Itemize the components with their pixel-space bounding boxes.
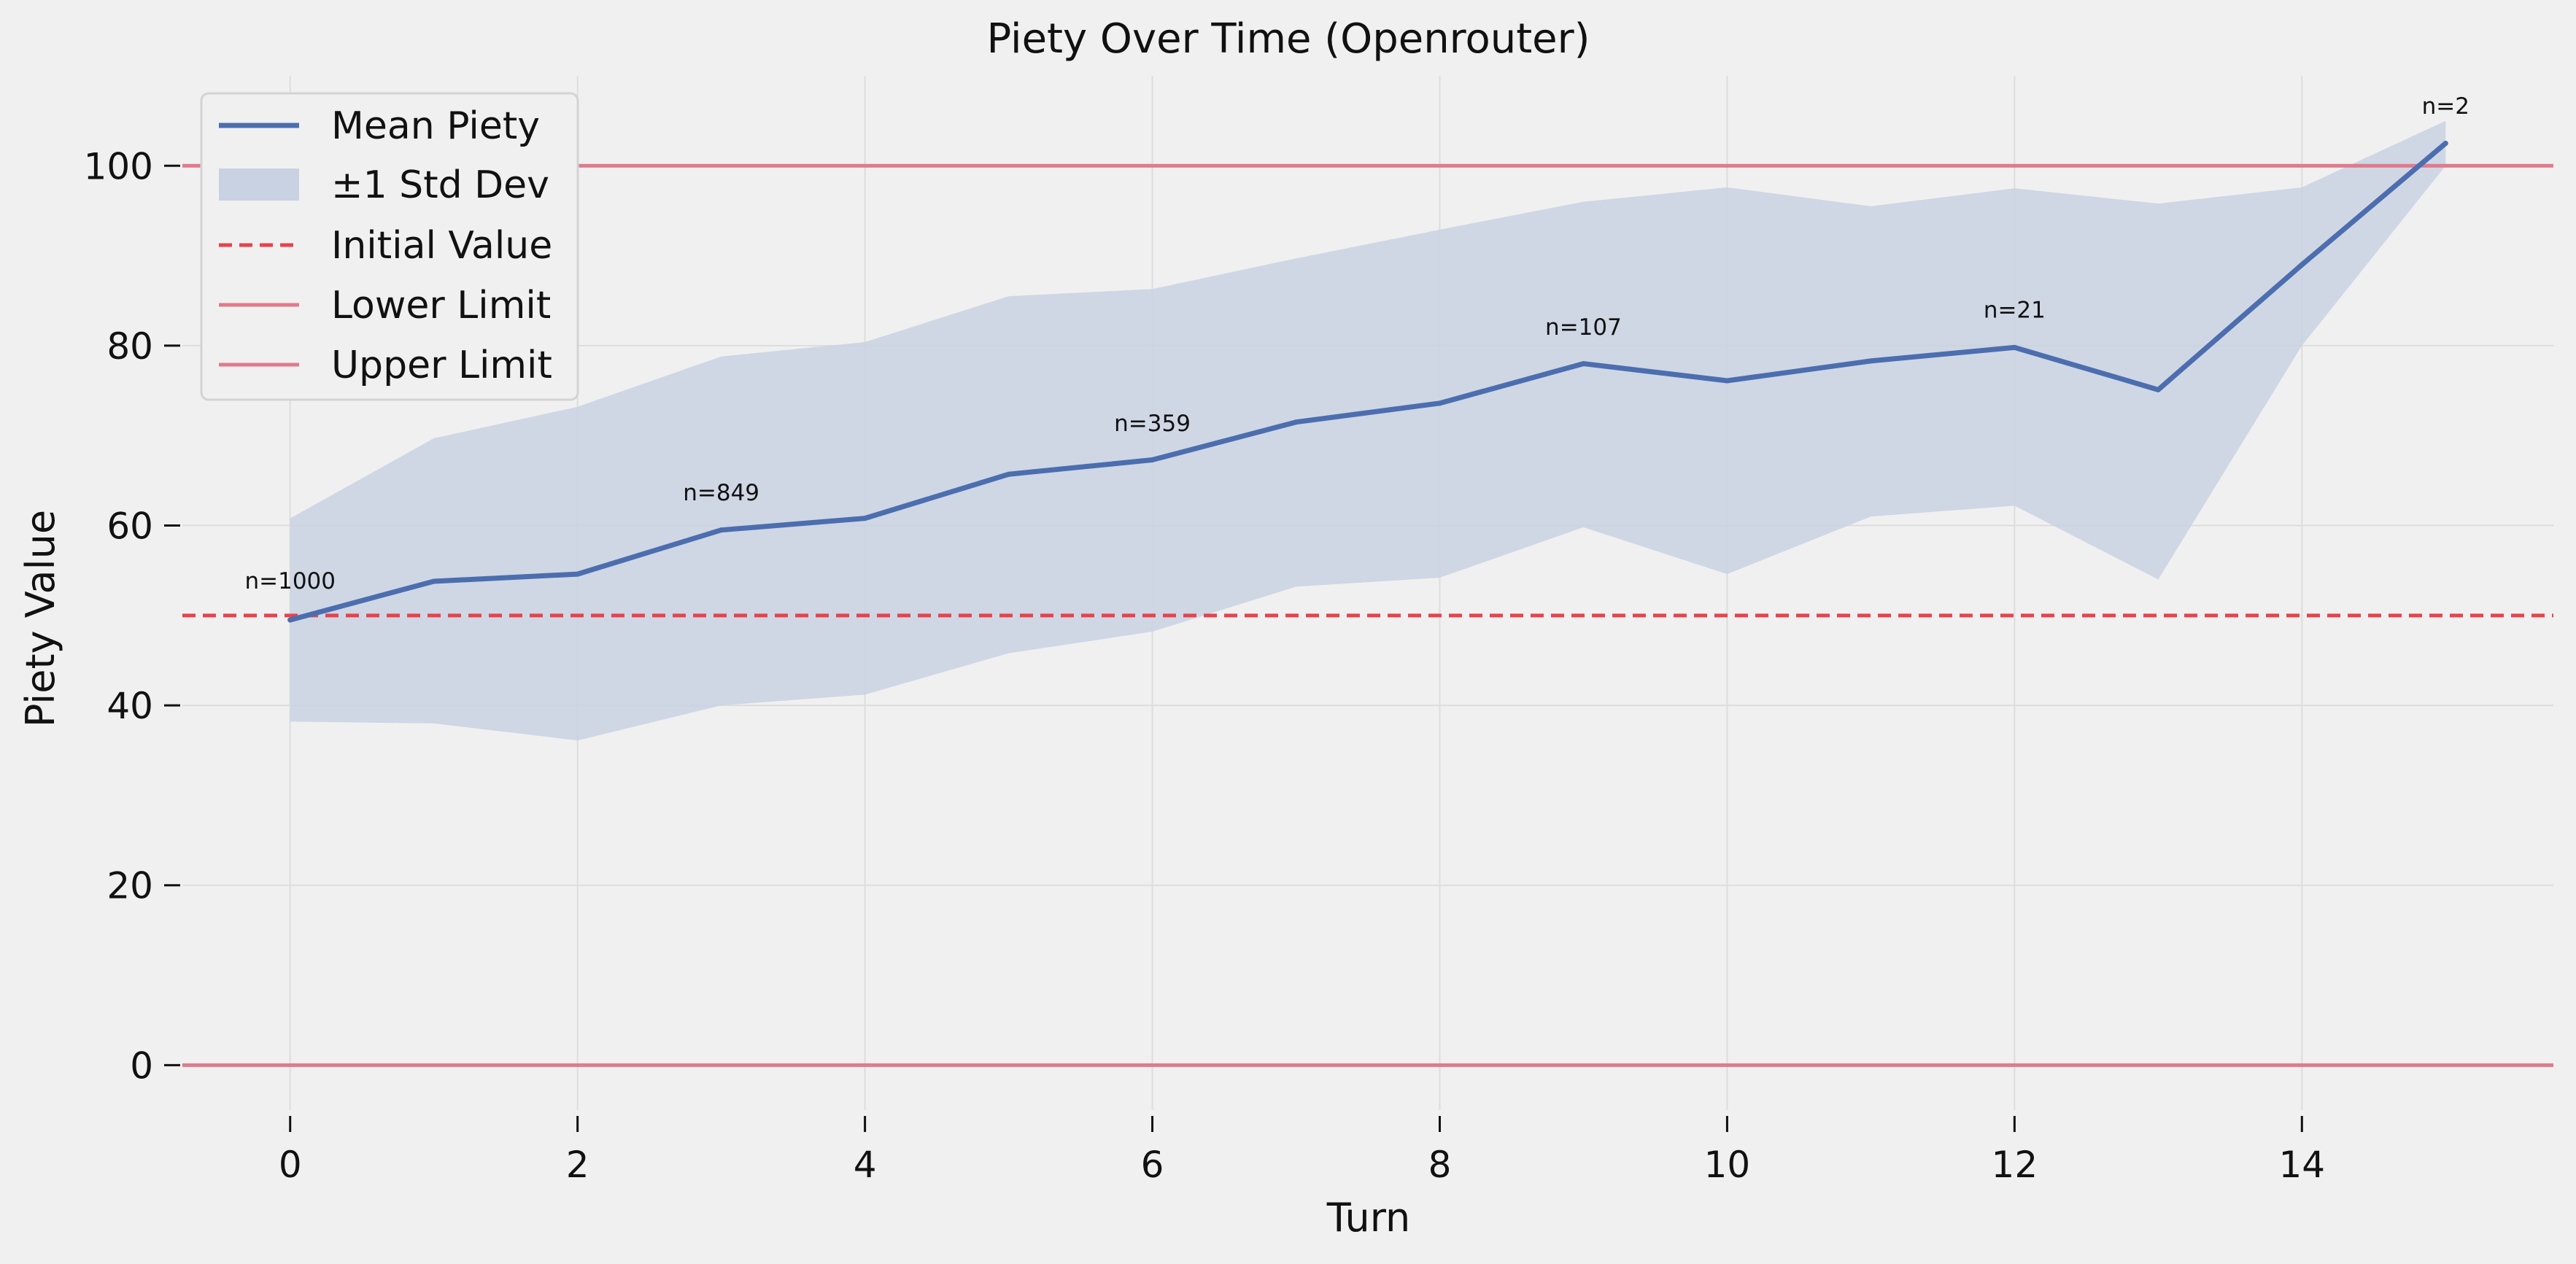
mean-piety-point bbox=[431, 578, 437, 584]
mean-piety-point bbox=[1724, 378, 1730, 384]
sample-size-label: n=2 bbox=[2422, 93, 2469, 120]
mean-piety-point bbox=[862, 516, 868, 522]
mean-piety-line bbox=[287, 140, 2448, 623]
x-tick-label: 2 bbox=[566, 1144, 589, 1186]
mean-piety-point bbox=[2442, 140, 2448, 146]
y-tick-label: 80 bbox=[107, 325, 153, 368]
y-tick-label: 0 bbox=[130, 1044, 153, 1087]
x-tick-label: 12 bbox=[1992, 1144, 2038, 1186]
legend-swatch-std-dev bbox=[219, 168, 299, 201]
sample-size-label: n=21 bbox=[1984, 298, 2046, 324]
y-tick-label: 60 bbox=[107, 505, 153, 548]
std-band bbox=[290, 120, 2446, 741]
sample-size-label: n=359 bbox=[1114, 411, 1191, 437]
x-tick-label: 0 bbox=[279, 1144, 302, 1186]
x-tick-label: 14 bbox=[2278, 1144, 2325, 1186]
mean-piety-point bbox=[1293, 419, 1299, 425]
x-axis-label: Turn bbox=[1326, 1195, 1411, 1241]
mean-piety-point bbox=[719, 527, 724, 533]
legend-label-std-dev: ±1 Std Dev bbox=[331, 163, 549, 207]
legend-label-initial-value: Initial Value bbox=[331, 224, 552, 268]
x-tick-label: 6 bbox=[1141, 1144, 1164, 1186]
mean-piety-point bbox=[1580, 361, 1586, 367]
sample-size-label: n=107 bbox=[1545, 314, 1622, 341]
legend-label-mean-piety: Mean Piety bbox=[331, 104, 540, 148]
series-layer bbox=[287, 140, 2448, 623]
legend-label-upper-limit: Upper Limit bbox=[331, 344, 552, 387]
mean-piety-point bbox=[287, 617, 293, 623]
sample-size-label: n=1000 bbox=[244, 568, 336, 594]
y-tick-label: 40 bbox=[107, 685, 153, 727]
mean-piety-point bbox=[1150, 457, 1156, 463]
legend: Mean Piety ±1 Std Dev Initial Value Lower L… bbox=[200, 92, 579, 401]
mean-piety-point bbox=[2155, 387, 2161, 392]
mean-piety-point bbox=[575, 571, 581, 577]
x-tick-label: 10 bbox=[1704, 1144, 1751, 1186]
x-tick-label: 8 bbox=[1428, 1144, 1452, 1186]
mean-piety-point bbox=[1868, 358, 1873, 364]
y-tick-label: 100 bbox=[84, 145, 153, 187]
y-tick-label: 20 bbox=[107, 865, 153, 907]
y-axis-label: Piety Value bbox=[18, 510, 63, 727]
mean-piety-point bbox=[1436, 400, 1442, 406]
x-tick-label: 4 bbox=[854, 1144, 877, 1186]
mean-piety-point bbox=[2299, 262, 2305, 268]
mean-piety-point bbox=[1006, 471, 1012, 477]
x-axis-ticks: 0 2 4 6 8 10 12 14 bbox=[279, 1116, 2325, 1186]
y-axis-ticks: 0 20 40 60 80 100 bbox=[84, 145, 180, 1087]
sample-size-label: n=849 bbox=[683, 480, 759, 506]
mean-piety-point bbox=[2011, 344, 2017, 350]
legend-label-lower-limit: Lower Limit bbox=[331, 284, 551, 327]
std-band-layer bbox=[290, 120, 2446, 741]
annotations: n=1000 n=849 n=359 n=107 n=21 n=2 bbox=[244, 93, 2469, 594]
chart-title: Piety Over Time (Openrouter) bbox=[986, 15, 1590, 63]
